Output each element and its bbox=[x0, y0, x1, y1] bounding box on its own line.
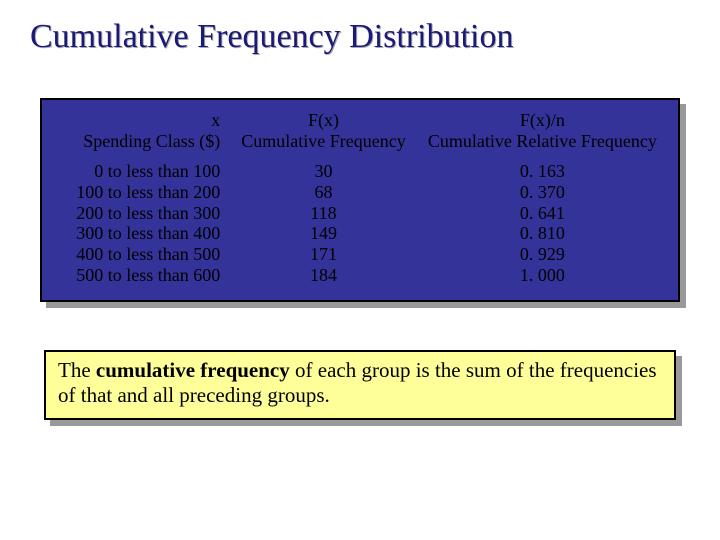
col2-var: F(x) bbox=[308, 110, 339, 130]
col2-label: Cumulative Frequency bbox=[241, 131, 405, 151]
table-header-row: x Spending Class ($) F(x) Cumulative Fre… bbox=[56, 110, 664, 155]
cell-crf: 1. 000 bbox=[421, 265, 664, 286]
caption-pre: The bbox=[58, 358, 96, 382]
col3-label: Cumulative Relative Frequency bbox=[428, 131, 657, 151]
cell-class: 400 to less than 500 bbox=[56, 244, 226, 265]
table-row: 500 to less than 600 184 1. 000 bbox=[56, 265, 664, 286]
table-row: 300 to less than 400 149 0. 810 bbox=[56, 223, 664, 244]
cell-crf: 0. 810 bbox=[421, 223, 664, 244]
cell-cf: 68 bbox=[226, 182, 421, 203]
slide-title: Cumulative Frequency Distribution bbox=[30, 18, 692, 56]
table-row: 100 to less than 200 68 0. 370 bbox=[56, 182, 664, 203]
caption-panel: The cumulative frequency of each group i… bbox=[44, 350, 676, 420]
frequency-table: x Spending Class ($) F(x) Cumulative Fre… bbox=[56, 110, 664, 286]
cell-cf: 30 bbox=[226, 161, 421, 182]
col-header-crf: F(x)/n Cumulative Relative Frequency bbox=[421, 110, 664, 155]
cell-crf: 0. 370 bbox=[421, 182, 664, 203]
cell-crf: 0. 641 bbox=[421, 203, 664, 224]
cell-cf: 171 bbox=[226, 244, 421, 265]
col1-label: Spending Class ($) bbox=[83, 131, 220, 151]
cell-class: 100 to less than 200 bbox=[56, 182, 226, 203]
col-header-class: x Spending Class ($) bbox=[56, 110, 226, 155]
cell-crf: 0. 163 bbox=[421, 161, 664, 182]
table-row: 400 to less than 500 171 0. 929 bbox=[56, 244, 664, 265]
col-header-cf: F(x) Cumulative Frequency bbox=[226, 110, 421, 155]
col3-var: F(x)/n bbox=[520, 110, 565, 130]
slide: Cumulative Frequency Distribution x Spen… bbox=[0, 0, 720, 540]
table-panel: x Spending Class ($) F(x) Cumulative Fre… bbox=[40, 98, 680, 302]
cell-class: 500 to less than 600 bbox=[56, 265, 226, 286]
cell-cf: 184 bbox=[226, 265, 421, 286]
cell-class: 200 to less than 300 bbox=[56, 203, 226, 224]
cell-class: 0 to less than 100 bbox=[56, 161, 226, 182]
table-row: 0 to less than 100 30 0. 163 bbox=[56, 161, 664, 182]
caption-bold: cumulative frequency bbox=[96, 358, 290, 382]
table-row: 200 to less than 300 118 0. 641 bbox=[56, 203, 664, 224]
col1-var: x bbox=[211, 110, 220, 130]
cell-class: 300 to less than 400 bbox=[56, 223, 226, 244]
cell-cf: 149 bbox=[226, 223, 421, 244]
cell-cf: 118 bbox=[226, 203, 421, 224]
cell-crf: 0. 929 bbox=[421, 244, 664, 265]
caption-container: The cumulative frequency of each group i… bbox=[44, 350, 676, 420]
table-container: x Spending Class ($) F(x) Cumulative Fre… bbox=[40, 98, 680, 302]
